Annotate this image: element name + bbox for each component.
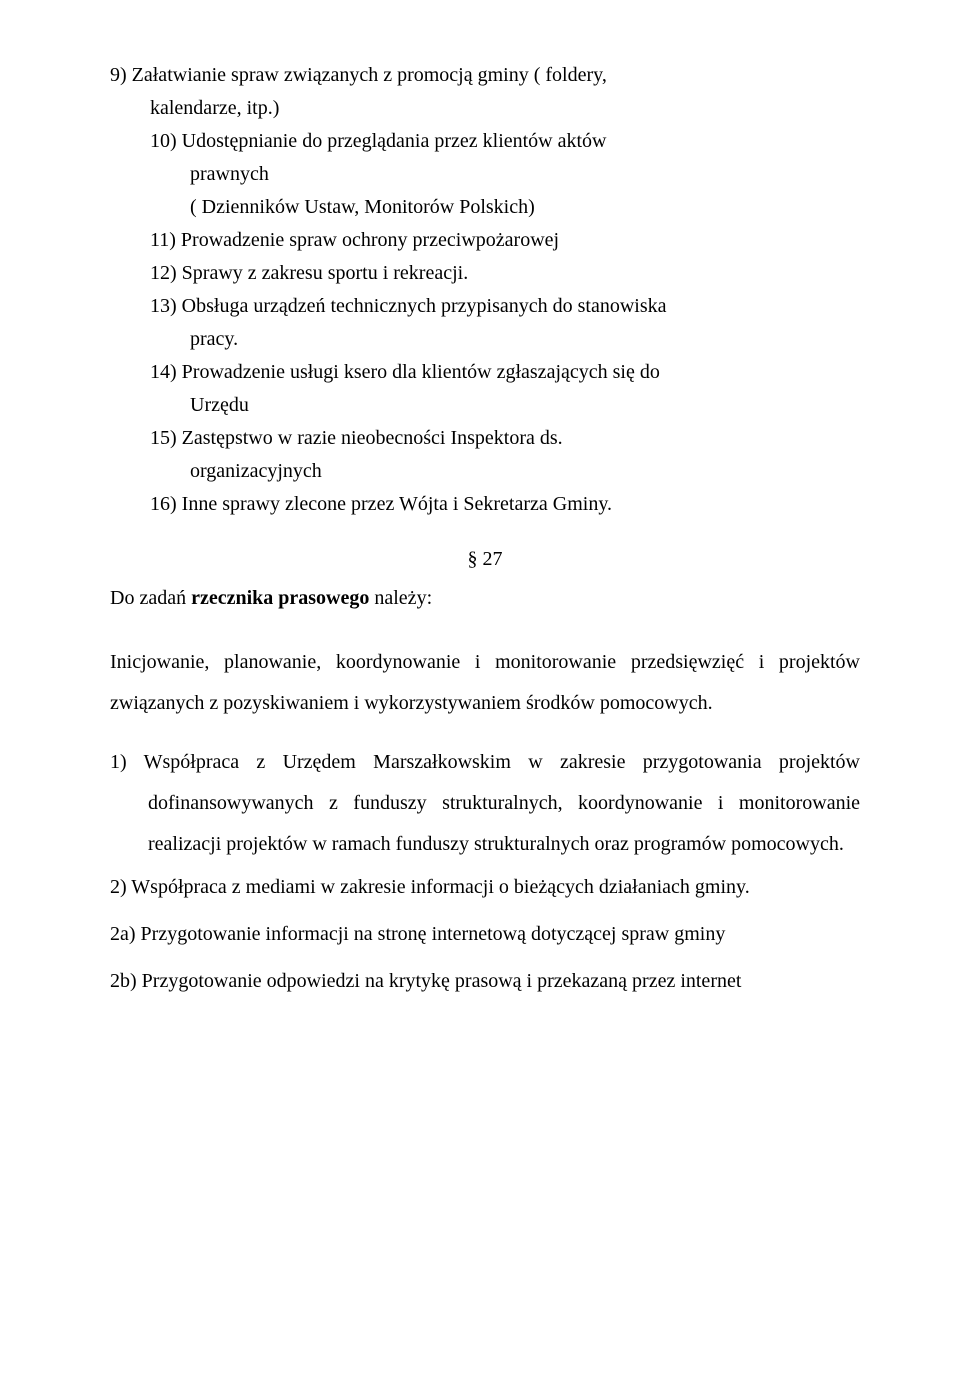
section-label: Do zadań rzecznika prasowego należy: xyxy=(110,583,860,614)
list-item-15: 15) Zastępstwo w razie nieobecności Insp… xyxy=(110,423,860,454)
list-item-12: 12) Sprawy z zakresu sportu i rekreacji. xyxy=(110,258,860,289)
list-item-13-cont: pracy. xyxy=(110,324,860,355)
upper-list: 9) Załatwianie spraw związanych z promoc… xyxy=(110,60,860,520)
lower-item-2a: 2a) Przygotowanie informacji na stronę i… xyxy=(110,914,860,955)
list-item-10: 10) Udostępnianie do przeglądania przez … xyxy=(110,126,860,157)
page: 9) Załatwianie spraw związanych z promoc… xyxy=(0,0,960,1064)
list-item-10-cont2: ( Dzienników Ustaw, Monitorów Polskich) xyxy=(110,192,860,223)
list-item-14-cont: Urzędu xyxy=(110,390,860,421)
list-item-10-cont1: prawnych xyxy=(110,159,860,190)
list-item-16: 16) Inne sprawy zlecone przez Wójta i Se… xyxy=(110,489,860,520)
list-item-15-cont: organizacyjnych xyxy=(110,456,860,487)
lower-item-2: 2) Współpraca z mediami w zakresie infor… xyxy=(110,867,860,908)
section-number: § 27 xyxy=(110,544,860,575)
list-item-9: 9) Załatwianie spraw związanych z promoc… xyxy=(110,60,860,91)
list-item-9-cont: kalendarze, itp.) xyxy=(110,93,860,124)
section-label-bold: rzecznika prasowego xyxy=(191,587,369,609)
lower-item-1: 1) Współpraca z Urzędem Marszałkowskim w… xyxy=(110,742,860,865)
lower-item-2b: 2b) Przygotowanie odpowiedzi na krytykę … xyxy=(110,961,860,1002)
section-label-pre: Do zadań xyxy=(110,587,191,609)
list-item-11: 11) Prowadzenie spraw ochrony przeciwpoż… xyxy=(110,225,860,256)
lower-list: 1) Współpraca z Urzędem Marszałkowskim w… xyxy=(110,742,860,1002)
section-label-post: należy: xyxy=(369,587,432,609)
list-item-14: 14) Prowadzenie usługi ksero dla klientó… xyxy=(110,357,860,388)
intro-paragraph: Inicjowanie, planowanie, koordynowanie i… xyxy=(110,642,860,724)
list-item-13: 13) Obsługa urządzeń technicznych przypi… xyxy=(110,291,860,322)
